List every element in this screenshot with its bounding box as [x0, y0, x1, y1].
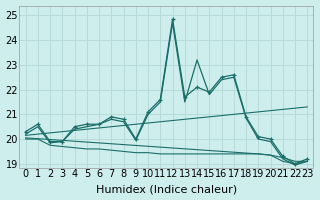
X-axis label: Humidex (Indice chaleur): Humidex (Indice chaleur): [96, 184, 237, 194]
